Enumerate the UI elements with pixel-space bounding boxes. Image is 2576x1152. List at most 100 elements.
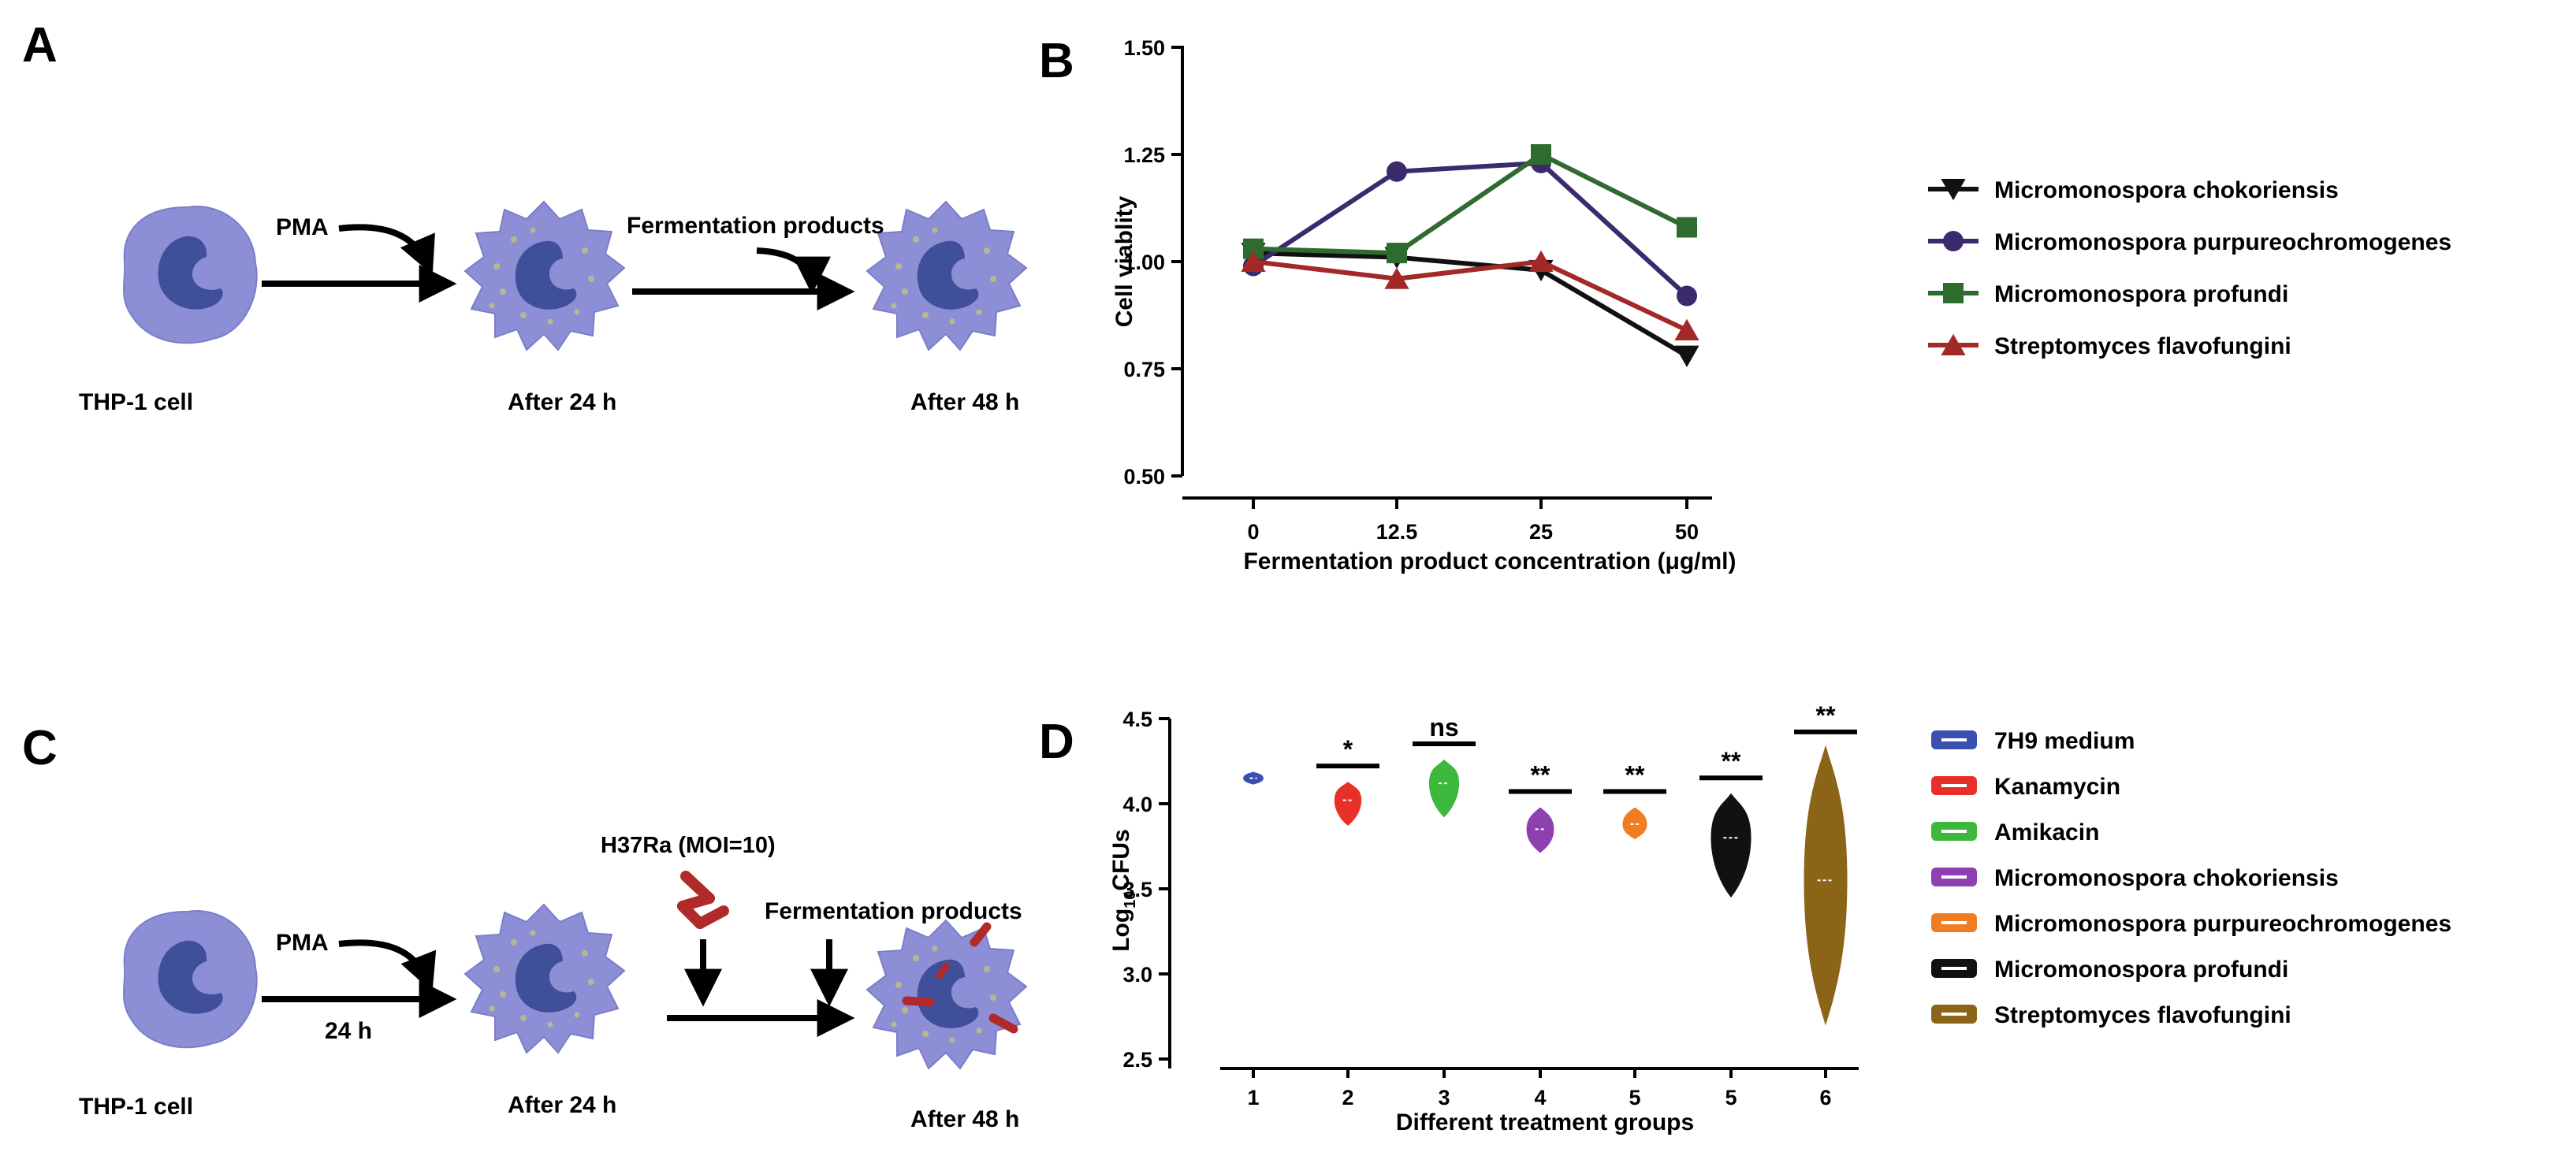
panel-b: B 0.50 0.75 1.00 1.25 1.50 0 12.5 25 50 Fermentat… [1039, 34, 2451, 574]
panel-letter-a: A [22, 18, 58, 72]
violin-0 [1243, 771, 1264, 785]
y-axis-title-rest: CFUs [1108, 829, 1134, 890]
y-tick-label: 3.5 [1122, 878, 1152, 901]
x-tick-label: 5 [1725, 1086, 1737, 1109]
y-tick-label: 0.75 [1123, 358, 1165, 381]
violin-shape [1622, 807, 1647, 839]
x-tick-label: 25 [1529, 520, 1553, 544]
bacteria-in-cell [902, 922, 1018, 1034]
y-tick-label: 1.50 [1123, 36, 1165, 60]
legend-label: Micromonospora purpureochromogenes [1994, 229, 2451, 255]
h37ra-bacteria-icon [677, 871, 729, 929]
violin-shape [1711, 793, 1751, 898]
significance-label: * [1343, 735, 1353, 764]
activated-cell-24h-illustration [464, 201, 625, 351]
series-line [1253, 251, 1688, 359]
legend-label: Kanamycin [1994, 774, 2120, 800]
y-tick-label: 4.0 [1122, 793, 1152, 816]
legend-marker [1941, 333, 1966, 355]
line-chart-cell-viability: 0.50 0.75 1.00 1.25 1.50 0 12.5 25 50 Fermentatio… [1111, 36, 2451, 574]
x-tick-label: 6 [1819, 1086, 1831, 1109]
x-tick-label: 3 [1438, 1086, 1450, 1109]
series-1 [1243, 152, 1697, 307]
legend-label: Micromonospora profundi [1994, 957, 2288, 983]
y-tick-label: 0.50 [1123, 465, 1165, 489]
cell-label-48h: After 48 h [910, 1106, 1019, 1132]
violin-shape [1428, 759, 1460, 818]
legend-marker [1943, 283, 1964, 303]
data-point [1674, 318, 1699, 341]
y-tick-label: 4.5 [1122, 708, 1152, 731]
legend: Micromonospora chokoriensis Micromonospor… [1928, 177, 2451, 359]
y-tick-label: 1.00 [1123, 251, 1165, 274]
series-line [1252, 160, 1689, 298]
thp1-cell-illustration [123, 205, 258, 344]
x-axis-title: Different treatment groups [1396, 1109, 1694, 1135]
panel-letter-d: D [1039, 715, 1074, 769]
panel-letter-c: C [22, 721, 58, 775]
violin-5: ** [1699, 747, 1763, 898]
fermentation-label: Fermentation products [765, 898, 1022, 924]
fermentation-label: Fermentation products [627, 213, 884, 239]
pma-arrow [338, 939, 437, 992]
violin-1: * [1316, 735, 1379, 826]
legend-label: Micromonospora chokoriensis [1994, 177, 2339, 203]
data-point [1674, 345, 1699, 367]
cell-label-thp1: THP-1 cell [79, 1094, 193, 1120]
legend-marker [1941, 179, 1966, 201]
series-line [1253, 258, 1688, 333]
pma-label: PMA [276, 214, 329, 240]
activated-cell-48h-illustration [866, 201, 1027, 351]
x-tick-label: 4 [1534, 1086, 1546, 1109]
violin-shape [1804, 745, 1848, 1026]
thp1-cell-illustration [123, 909, 258, 1049]
time-label: 24 h [325, 1018, 372, 1044]
violin-chart-log-cfus: 2.5 3.0 3.5 4.0 4.5 1 2 3 4 5 5 6 Different treatmen… [1108, 701, 2451, 1135]
data-point [1241, 250, 1266, 272]
legend-label: Micromonospora purpureochromogenes [1994, 911, 2451, 937]
legend-marker [1943, 231, 1964, 251]
y-axis-title-subscript: 10 [1122, 891, 1139, 909]
fermentation-arrow [756, 247, 831, 295]
cell-label-24h: After 24 h [508, 389, 616, 415]
legend-label: Amikacin [1994, 819, 2099, 845]
legend-label: 7H9 medium [1994, 728, 2135, 754]
legend: 7H9 medium Kanamycin Amikacin Micromonospor… [1931, 728, 2451, 1028]
violin-shape [1243, 771, 1264, 785]
cell-label-48h: After 48 h [910, 389, 1019, 415]
y-tick-label: 3.0 [1122, 963, 1152, 987]
data-point [1677, 217, 1697, 238]
cell-label-thp1: THP-1 cell [79, 389, 193, 415]
series-3 [1241, 250, 1699, 341]
y-tick-label: 2.5 [1122, 1048, 1152, 1072]
y-axis-title: Log10CFUs [1108, 829, 1139, 952]
legend-label: Micromonospora profundi [1994, 281, 2288, 307]
legend-label: Micromonospora chokoriensis [1994, 865, 2339, 891]
significance-label: ** [1722, 747, 1741, 775]
violin-shape [1526, 807, 1554, 853]
cell-label-24h: After 24 h [508, 1092, 616, 1118]
data-point [1677, 285, 1697, 307]
significance-label: ** [1816, 701, 1836, 730]
panel-letter-b: B [1039, 34, 1074, 88]
x-tick-label: 1 [1247, 1086, 1259, 1109]
pma-label: PMA [276, 930, 329, 956]
legend-label: Streptomyces flavofungini [1994, 1002, 2291, 1028]
infected-cell-48h-illustration [866, 920, 1027, 1069]
significance-label: ** [1531, 760, 1550, 789]
x-tick-label: 2 [1342, 1086, 1353, 1109]
data-point [1531, 144, 1551, 165]
x-tick-label: 0 [1247, 520, 1259, 544]
panel-a: A PMA Fermentation products THP-1 cell A… [22, 18, 1027, 415]
y-axis-title: Cell viablity [1111, 195, 1137, 327]
data-point [1387, 161, 1407, 182]
series-2 [1243, 144, 1697, 264]
violin-2: ns [1413, 713, 1476, 818]
data-point [1387, 243, 1407, 264]
data-point [1384, 267, 1409, 289]
significance-label: ** [1625, 760, 1645, 789]
violin-6: ** [1794, 701, 1857, 1026]
x-tick-label: 50 [1675, 520, 1699, 544]
y-axis-title-main: Log [1108, 909, 1134, 952]
